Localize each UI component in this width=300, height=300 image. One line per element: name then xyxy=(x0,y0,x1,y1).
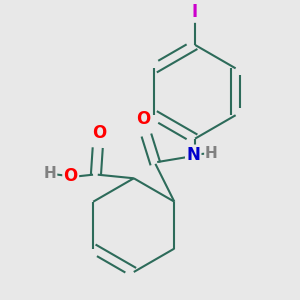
Text: O: O xyxy=(136,110,150,128)
Text: O: O xyxy=(64,167,78,185)
Text: O: O xyxy=(92,124,107,142)
Text: H: H xyxy=(205,146,217,160)
Text: H: H xyxy=(44,166,56,181)
Text: I: I xyxy=(192,4,198,22)
Text: N: N xyxy=(186,146,200,164)
